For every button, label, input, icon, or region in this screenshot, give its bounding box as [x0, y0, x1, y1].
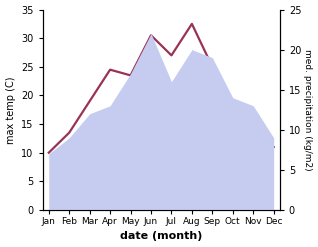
X-axis label: date (month): date (month): [120, 231, 203, 242]
Y-axis label: max temp (C): max temp (C): [5, 76, 16, 144]
Y-axis label: med. precipitation (kg/m2): med. precipitation (kg/m2): [303, 49, 313, 171]
